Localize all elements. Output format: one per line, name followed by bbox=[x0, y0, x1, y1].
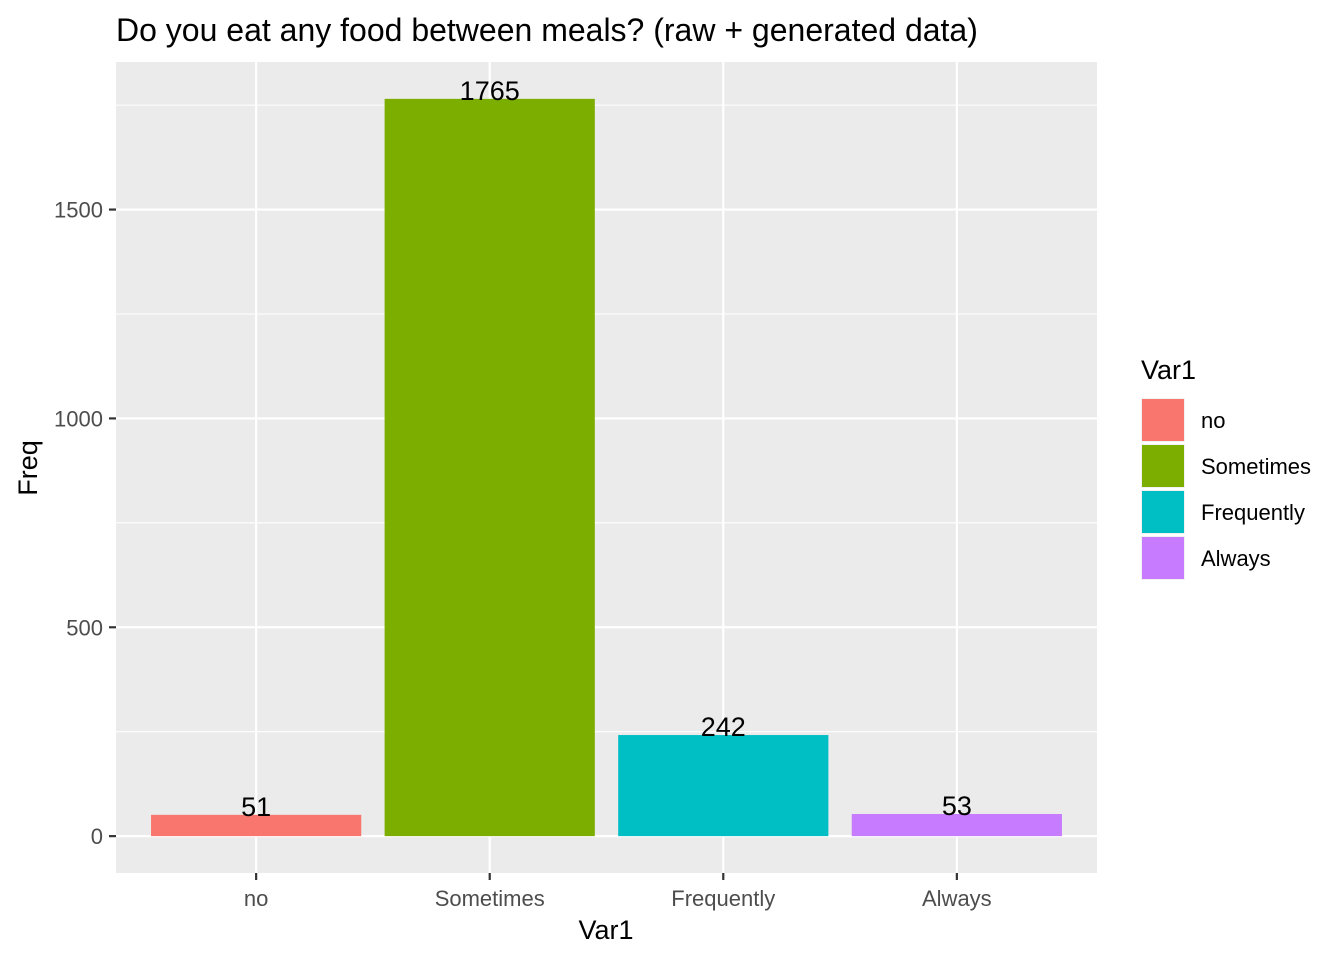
legend-label-no: no bbox=[1201, 408, 1225, 433]
x-axis-title: Var1 bbox=[578, 915, 633, 945]
data-label-always: 53 bbox=[942, 791, 972, 821]
legend-swatch-sometimes bbox=[1142, 445, 1184, 487]
legend: Var1 no Sometimes Frequently Always bbox=[1141, 355, 1311, 580]
y-tick-label: 0 bbox=[91, 824, 103, 849]
legend-label-always: Always bbox=[1201, 546, 1271, 571]
x-tick-label-no: no bbox=[244, 886, 268, 911]
x-tick-label-sometimes: Sometimes bbox=[435, 886, 545, 911]
legend-title: Var1 bbox=[1141, 355, 1196, 385]
data-label-frequently: 242 bbox=[701, 712, 746, 742]
y-axis-title: Freq bbox=[13, 440, 43, 496]
bar-no bbox=[151, 814, 362, 837]
y-tick-label: 500 bbox=[66, 615, 103, 640]
minor-gridlines bbox=[116, 104, 1097, 733]
bar-sometimes bbox=[384, 98, 595, 837]
x-axis: no Sometimes Frequently Always bbox=[244, 873, 992, 911]
plot-panel bbox=[116, 62, 1097, 873]
legend-label-sometimes: Sometimes bbox=[1201, 454, 1311, 479]
legend-label-frequently: Frequently bbox=[1201, 500, 1305, 525]
y-tick-label: 1000 bbox=[54, 406, 103, 431]
bar-frequently bbox=[618, 735, 829, 837]
x-tick-label-always: Always bbox=[922, 886, 992, 911]
data-label-no: 51 bbox=[241, 792, 271, 822]
y-axis: 0 500 1000 1500 bbox=[54, 198, 116, 849]
y-tick-label: 1500 bbox=[54, 198, 103, 223]
bar-always bbox=[851, 813, 1062, 837]
data-labels: 51 1765 242 53 bbox=[241, 76, 972, 822]
data-label-sometimes: 1765 bbox=[460, 76, 520, 106]
bars bbox=[151, 98, 1062, 837]
legend-swatch-frequently bbox=[1142, 491, 1184, 533]
chart-title: Do you eat any food between meals? (raw … bbox=[116, 12, 978, 48]
x-tick-label-frequently: Frequently bbox=[671, 886, 775, 911]
legend-swatch-no bbox=[1142, 399, 1184, 441]
legend-swatch-always bbox=[1142, 537, 1184, 579]
